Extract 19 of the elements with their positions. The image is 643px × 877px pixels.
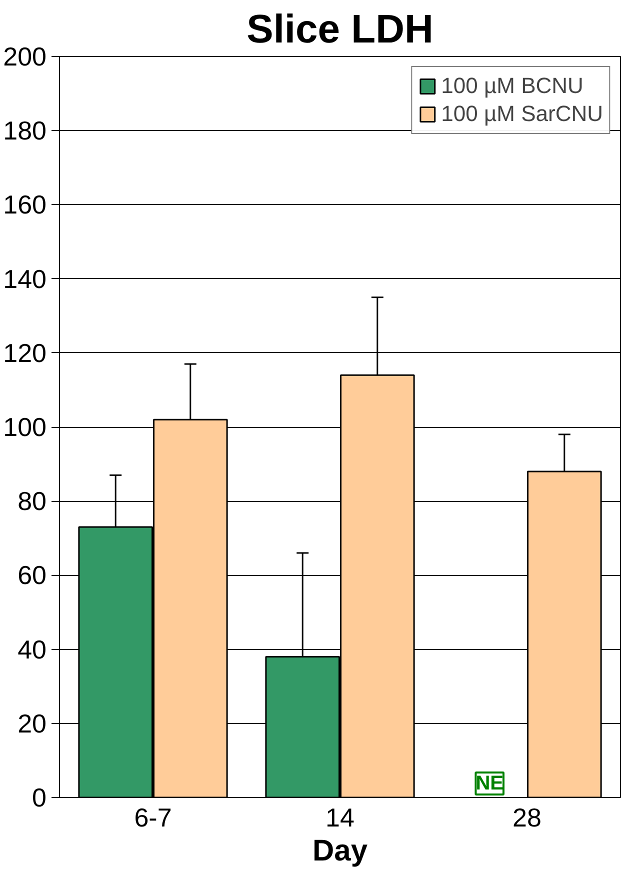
legend-label: 100 µM SarCNU [441,101,603,127]
y-tick-label: 20 [18,708,46,738]
chart-title: Slice LDH [246,8,434,52]
x-tick-label: 28 [512,802,542,832]
y-tick-label: 80 [18,486,46,516]
y-tick-label: 100 [3,412,47,442]
annotation: NE [476,772,504,794]
y-tick-label: 200 [3,42,47,72]
x-tick-label: 6-7 [134,802,172,832]
y-tick-label: 120 [3,338,47,368]
x-tick-label: 14 [326,802,354,832]
y-tick-label: 40 [18,634,46,664]
legend-label: 100 µM BCNU [441,73,584,99]
x-axis-title: Day [312,834,368,868]
y-tick-label: 140 [3,264,47,294]
y-tick-label: 160 [3,190,47,220]
y-tick-label: 180 [3,116,47,146]
y-tick-label: 0 [32,782,47,812]
y-tick-label: 60 [18,560,46,590]
